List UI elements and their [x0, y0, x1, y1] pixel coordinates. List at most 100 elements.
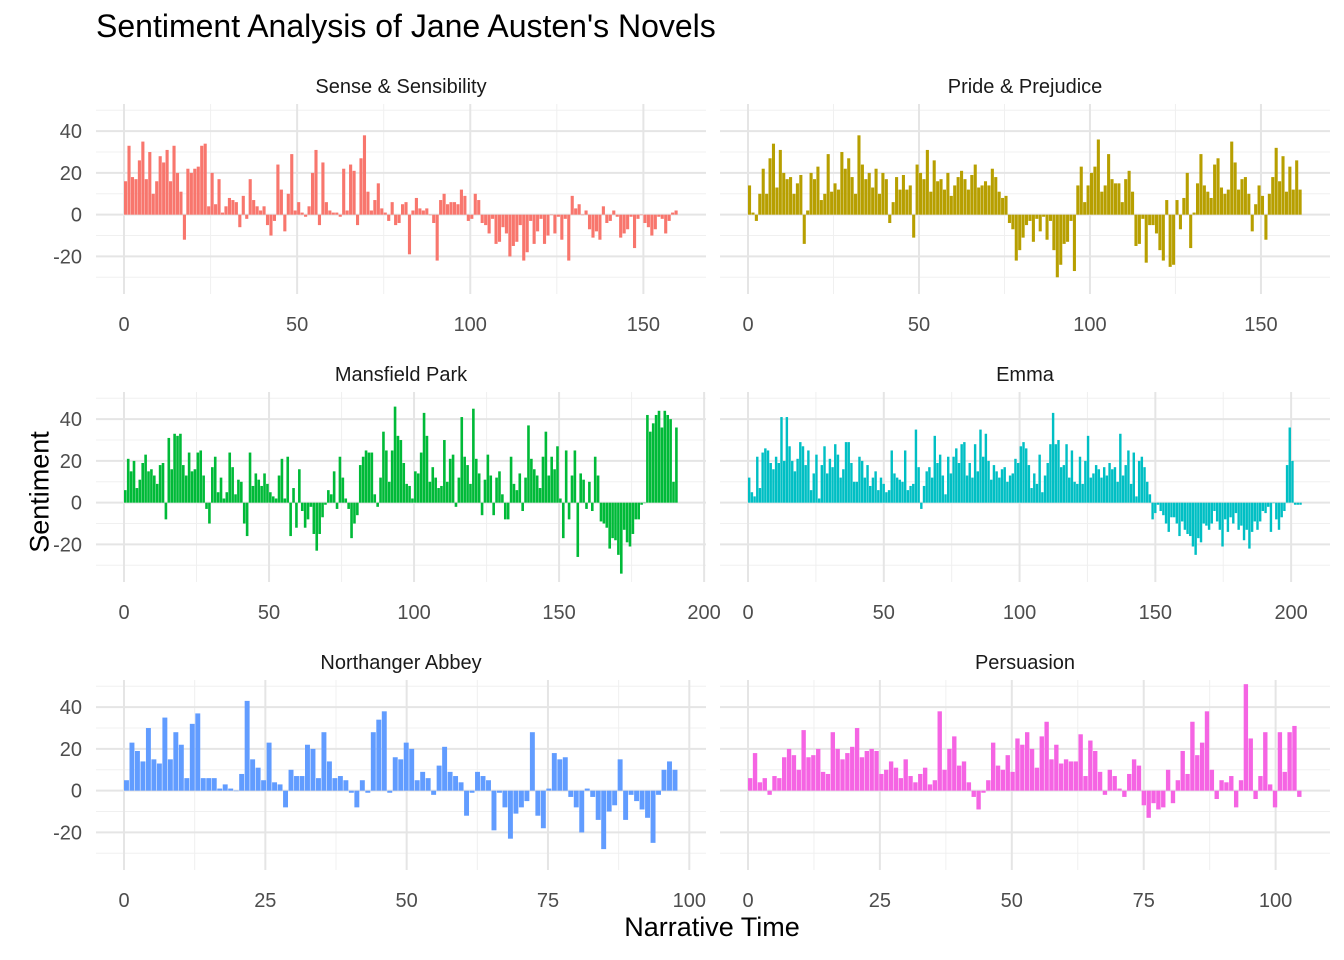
- bar: [971, 790, 976, 797]
- bar: [1046, 462, 1049, 503]
- bar: [1140, 456, 1144, 503]
- bar: [260, 485, 263, 503]
- bar: [884, 179, 888, 215]
- bar: [650, 214, 654, 236]
- bar: [349, 164, 353, 215]
- bar: [1141, 214, 1145, 219]
- bar: [1248, 738, 1253, 791]
- bar: [542, 214, 547, 244]
- bar: [1051, 412, 1055, 503]
- bar: [442, 193, 446, 215]
- bar: [496, 790, 502, 793]
- bar: [233, 790, 239, 792]
- bar: [241, 195, 245, 215]
- bar: [1000, 769, 1006, 791]
- bar: [549, 214, 554, 216]
- bar: [1178, 502, 1181, 537]
- bar: [654, 414, 658, 503]
- bar: [981, 456, 985, 503]
- bar: [326, 761, 332, 791]
- bar: [464, 790, 470, 816]
- bar: [335, 212, 339, 215]
- bar: [409, 748, 415, 791]
- bar: [463, 456, 466, 503]
- bar: [640, 502, 643, 505]
- bar: [487, 214, 491, 234]
- bar: [1253, 790, 1258, 800]
- bar: [646, 414, 649, 503]
- x-tick-label: 150: [542, 602, 575, 624]
- bar: [315, 778, 321, 791]
- bar: [839, 477, 842, 503]
- panel-pride-prejudice: Pride & Prejudice 0 50 100 150: [720, 76, 1330, 336]
- bar: [1084, 460, 1087, 503]
- bar: [1120, 202, 1124, 215]
- bar: [1044, 721, 1049, 791]
- bar: [1272, 790, 1278, 808]
- bar: [812, 473, 815, 503]
- bar: [150, 469, 153, 503]
- bar: [1070, 450, 1074, 503]
- bar: [1025, 214, 1029, 226]
- bar: [148, 152, 152, 215]
- bar: [946, 172, 950, 215]
- bar: [830, 191, 834, 215]
- bar: [588, 481, 591, 503]
- bar: [871, 187, 875, 215]
- bar: [573, 450, 577, 503]
- x-tick-label: 50: [1001, 890, 1023, 912]
- bar: [828, 458, 832, 503]
- bar: [205, 502, 208, 509]
- bar: [544, 431, 548, 503]
- bar: [428, 214, 432, 216]
- bar: [636, 214, 640, 219]
- bar: [342, 168, 346, 215]
- bar: [1073, 761, 1078, 791]
- bar: [1134, 214, 1138, 246]
- bar: [953, 185, 957, 215]
- bar: [1066, 214, 1070, 242]
- bar: [1025, 448, 1028, 503]
- bar: [1197, 502, 1200, 539]
- bar: [454, 502, 458, 507]
- bar: [1045, 214, 1049, 240]
- bar: [1285, 465, 1289, 503]
- bar: [1264, 214, 1268, 240]
- bar: [1043, 475, 1047, 503]
- bar: [977, 187, 981, 215]
- bar: [570, 475, 574, 503]
- bar: [343, 780, 349, 791]
- bar: [208, 502, 211, 524]
- bar: [809, 172, 813, 215]
- bar: [484, 214, 488, 226]
- bar: [416, 473, 420, 503]
- bar: [1180, 502, 1184, 522]
- bar: [473, 193, 477, 215]
- bar: [294, 776, 299, 791]
- bar: [452, 202, 457, 215]
- bar: [983, 181, 988, 215]
- bar: [1162, 502, 1165, 516]
- bar: [457, 477, 461, 503]
- bar: [1221, 502, 1224, 547]
- bar: [1215, 502, 1219, 522]
- bar: [590, 790, 596, 797]
- bar: [973, 164, 977, 215]
- bar: [366, 191, 370, 215]
- bar: [971, 477, 974, 503]
- bar: [928, 467, 931, 503]
- bar: [1247, 193, 1251, 215]
- bar: [782, 172, 786, 215]
- bar: [582, 479, 585, 503]
- x-tick-label: 0: [742, 602, 753, 624]
- bar: [513, 790, 519, 814]
- bar: [809, 490, 813, 503]
- bar: [1209, 769, 1215, 791]
- bar: [425, 435, 429, 503]
- bar: [819, 200, 823, 215]
- bar: [922, 767, 928, 791]
- bar: [834, 444, 837, 503]
- panel-northanger-abbey: Northanger Abbey -20 0 20 40 0 25 50 75 100: [53, 652, 706, 912]
- bar: [1207, 502, 1211, 530]
- bar: [1141, 790, 1147, 806]
